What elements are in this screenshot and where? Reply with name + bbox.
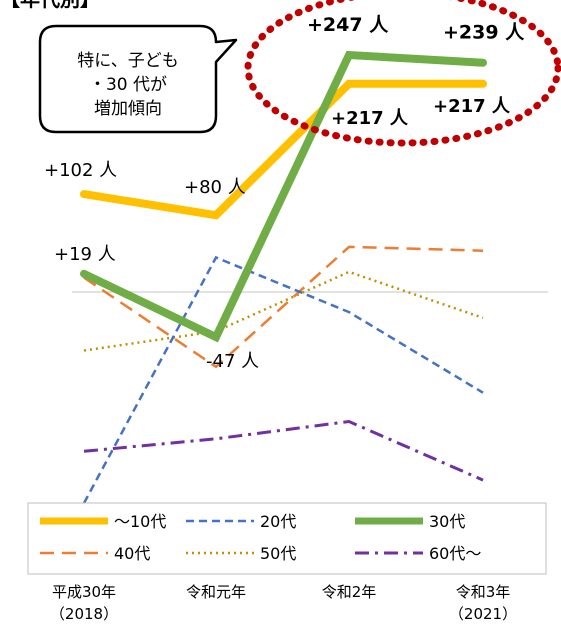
series-line-2	[80, 50, 487, 343]
data-label-0: +102 人	[44, 160, 117, 181]
data-label-1: +80 人	[184, 177, 246, 198]
legend-label-3: 40代	[114, 544, 150, 563]
legend-label-4: 50代	[260, 544, 296, 563]
series-layer	[80, 50, 487, 504]
series-line-3	[83, 245, 484, 369]
data-label-3: +217 人	[433, 96, 511, 117]
highlight-ellipse	[244, 0, 561, 147]
legend-item-3: 40代	[40, 544, 150, 563]
data-label-4: +19 人	[54, 244, 116, 265]
legend-label-2: 30代	[429, 512, 465, 531]
series-3	[83, 245, 484, 369]
data-label-2: +217 人	[331, 108, 409, 129]
callout-bubble	[38, 24, 238, 134]
legend: ～10代 20代 30代 40代 50代 60代～	[40, 512, 481, 563]
callout-line-2: ・30 代が	[89, 75, 167, 95]
x-tick-label-1: 令和元年	[186, 583, 246, 601]
series-line-0	[80, 79, 487, 220]
x-axis-labels: 平成30年 （2018） 令和元年 令和2年 令和3年 （2021）	[50, 583, 517, 623]
data-label-6: +247 人	[307, 14, 389, 36]
x-tick-sublabel-3: （2021）	[449, 605, 517, 623]
series-0	[80, 79, 487, 220]
series-2	[80, 50, 487, 343]
legend-label-1: 20代	[260, 512, 296, 531]
callout-line-1: 特に、子ども	[77, 51, 179, 71]
series-line-4	[83, 270, 484, 352]
series-line-1	[82, 255, 484, 504]
series-line-5	[83, 419, 484, 482]
data-label-5: -47 人	[206, 351, 259, 372]
legend-frame	[27, 502, 547, 575]
x-tick-sublabel-0: （2018）	[50, 605, 118, 623]
x-tick-label-2: 令和2年	[322, 583, 377, 601]
series-4	[83, 270, 484, 352]
legend-item-5: 60代～	[355, 544, 481, 563]
annotation-layer: +102 人 +80 人 +217 人 +217 人 +19 人 -47 人 +247 人 +…	[44, 14, 525, 372]
x-tick-label-0: 平成30年	[52, 583, 116, 601]
legend-item-2: 30代	[355, 512, 465, 531]
callout-box: 特に、子ども ・30 代が 増加傾向	[38, 24, 238, 134]
legend-label-0: ～10代	[114, 512, 166, 531]
x-tick-label-3: 令和3年	[456, 583, 511, 601]
series-5	[83, 419, 484, 482]
legend-item-4: 50代	[186, 544, 296, 563]
legend-item-0: ～10代	[40, 512, 166, 531]
data-label-7: +239 人	[443, 22, 525, 44]
series-1	[82, 255, 484, 504]
legend-item-1: 20代	[186, 512, 296, 531]
callout-line-3: 増加傾向	[94, 99, 162, 119]
legend-label-5: 60代～	[429, 544, 481, 563]
chart-title: 【年代別】	[0, 0, 100, 11]
